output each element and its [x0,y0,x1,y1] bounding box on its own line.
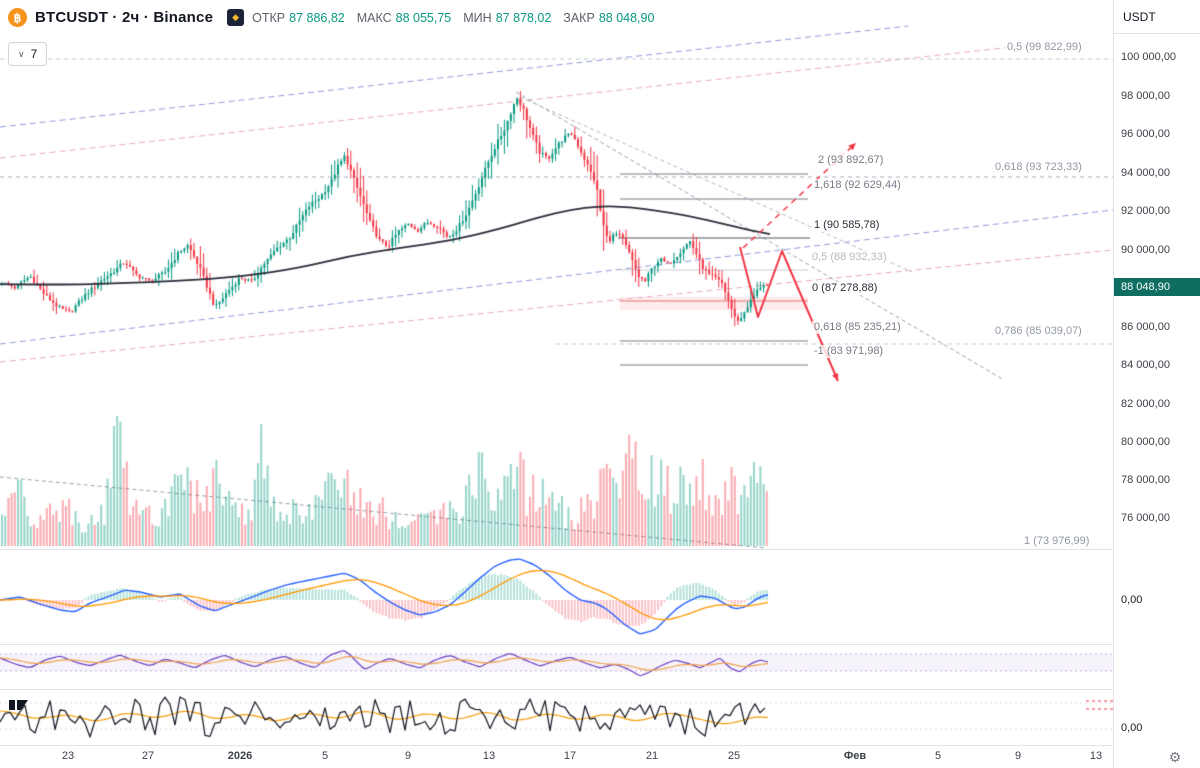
time-axis-label: 9 [1014,750,1022,762]
time-axis-label: 2026 [227,750,253,762]
ohlc-item: ОТКР 87 886,82 [252,11,345,25]
chevron-down-icon: ∨ [18,48,25,59]
price-axis-label: 90 000,00 [1121,244,1170,256]
fib-level-label: -1 (83 971,98) [812,345,886,358]
ohlc-value: 87 886,82 [289,10,345,25]
price-axis-divider [1113,0,1114,768]
fib-level-label: 0,786 (85 039,07) [993,325,1084,338]
price-axis-label: 84 000,00 [1121,359,1170,371]
time-axis[interactable]: 23 27 2026 5 9 13 17 21 25 Фев 5 9 13 [0,746,1113,768]
indicator-zero-value: 0,00 [1121,594,1143,606]
btc-icon: ฿ [8,8,27,27]
price-axis[interactable]: USDT 100 000,00 98 000,00 96 000,00 94 000,… [1114,0,1200,746]
fib-level-label: 0,618 (93 723,33) [993,161,1084,174]
fib-level-label: 0,5 (88 932,33) [810,251,889,264]
ohlc-label: ОТКР [252,10,286,25]
legend-count: 7 [30,47,38,61]
fib-level-label: 2 (93 892,67) [816,154,886,167]
fib-level-label: 0,618 (85 235,21) [812,321,903,334]
legend-toggle[interactable]: ∨ 7 [8,42,48,66]
fib-level-label: 1 (73 976,99) [1022,535,1092,548]
pane-divider[interactable] [0,549,1200,550]
price-chart-canvas[interactable] [0,0,1113,745]
ohlc-value: 87 878,02 [495,10,552,25]
time-axis-label: 13 [1089,750,1103,762]
last-price-badge: 88 048,90 [1114,278,1200,296]
time-axis-label: 27 [141,750,155,762]
fib-level-label: 1,618 (92 629,44) [812,179,903,192]
ohlc-value: 88 048,90 [598,10,655,25]
indicator-zero-value: 0,00 [1121,722,1143,734]
pane-divider[interactable] [0,689,1200,690]
price-axis-label: 94 000,00 [1121,167,1170,179]
time-axis-label: 5 [934,750,942,762]
tradingview-logo[interactable] [8,697,36,718]
price-axis-label: 100 000,00 [1121,51,1177,63]
time-axis-label: 25 [727,750,741,762]
ohlc-label: ЗАКР [563,10,595,25]
symbol-title[interactable]: BTCUSDT · 2ч · Binance [35,9,214,26]
ohlc-item: ЗАКР 88 048,90 [563,11,654,25]
fib-level-label: 1 (90 585,78) [812,219,882,232]
price-axis-label: 86 000,00 [1121,321,1170,333]
ohlc-label: МАКС [356,10,392,25]
price-axis-label: 98 000,00 [1121,90,1170,102]
symbol-legend: ฿ BTCUSDT · 2ч · Binance ◆ ОТКР 87 886,8… [8,8,654,27]
pane-divider[interactable] [0,644,1200,645]
price-axis-label: 76 000,00 [1121,512,1170,524]
time-axis-label: 21 [645,750,659,762]
gear-icon[interactable]: ⚙ [1168,748,1182,765]
fib-level-label: 0 (87 278,88) [810,282,880,295]
ohlc-label: МИН [463,10,492,25]
ohlc-item: МАКС 88 055,75 [357,11,452,25]
time-axis-label: 23 [61,750,75,762]
ohlc-readout: ОТКР 87 886,82 МАКС 88 055,75 МИН 87 878… [252,11,654,25]
ohlc-value: 88 055,75 [395,10,452,25]
ohlc-item: МИН 87 878,02 [463,11,551,25]
time-axis-label: 9 [404,750,412,762]
time-axis-divider [0,745,1200,746]
price-axis-label: 96 000,00 [1121,128,1170,140]
currency-unit-button[interactable]: USDT [1114,0,1200,34]
price-axis-label: 92 000,00 [1121,205,1170,217]
time-axis-label: Фев [843,750,867,762]
fib-level-label: 0,5 (99 822,99) [1005,41,1084,54]
time-axis-label: 17 [563,750,577,762]
time-axis-label: 5 [321,750,329,762]
binance-icon: ◆ [227,9,245,26]
price-axis-label: 80 000,00 [1121,436,1170,448]
time-axis-label: 13 [482,750,496,762]
price-axis-label: 82 000,00 [1121,398,1170,410]
price-axis-label: 78 000,00 [1121,474,1170,486]
